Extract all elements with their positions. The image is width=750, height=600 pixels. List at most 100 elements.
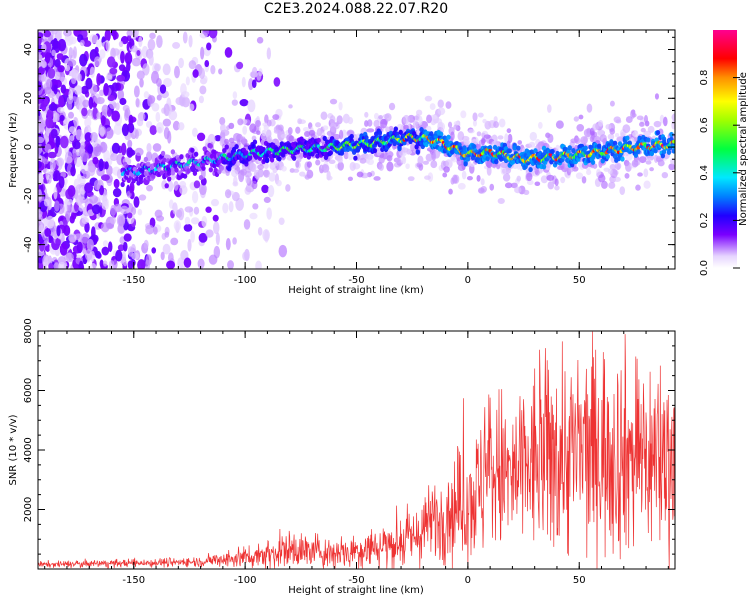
spectrogram-noise-cell [208,30,218,39]
spectrogram-noise-cell [146,120,153,129]
snr-panel: -150 -100 -50 0 50 2000 4000 6000 8000 Height o… [8,318,676,596]
spectrogram-noise-cell [235,198,244,211]
spectrogram-halo-cell [343,151,349,160]
spectrogram-ridge-cell [671,143,675,150]
spectrogram-halo-cell [586,169,592,176]
colorbar-tick-label: 0.8 [699,70,710,86]
snr-x-tick-label: -150 [122,575,145,586]
spectrogram-halo-cell [378,115,384,120]
spectrogram-halo-cell [646,155,655,161]
spectrogram-halo-cell [384,113,392,122]
spectrogram-noise-cell [241,76,246,88]
snr-y-tick-label: 2000 [23,497,34,522]
spectrogram-noise-cell [173,180,179,191]
spectrogram-noise-cell [92,156,99,165]
spectrogram-noise-cell [168,110,178,121]
spectrogram-noise-cell [255,260,262,269]
spectrogram-noise-cell [181,91,190,98]
spectrogram-noise-cell [248,78,254,91]
colorbar-tick-label: 0.6 [699,117,710,133]
spectrogram-noise-cell [138,194,147,201]
spectrogram-noise-cell [214,134,222,142]
spectrogram-ridge-cell [328,150,334,156]
spectrogram-halo-cell [297,156,302,163]
spectrogram-noise-cell [162,63,171,76]
spectrogram-noise-cell [143,91,150,99]
spectrogram-ridge-cell [625,135,630,141]
spectrogram-ridge-cell [186,168,191,174]
spectrogram-halo-cell [228,137,235,144]
spectrogram-noise-cell [57,38,67,52]
spectrogram-ridge-cell [291,155,297,161]
spectrogram-halo-cell [447,121,453,128]
spectrogram-noise-cell [111,82,119,92]
spectrogram-noise-cell [200,46,205,60]
spectrogram-halo-cell [337,161,344,171]
spectrogram-noise-cell [183,223,193,232]
spectrogram-halo-cell [280,133,288,139]
spectrogram-noise-cell [43,198,50,207]
spectrogram-halo-cell [321,164,330,173]
spectrogram-noise-cell [102,240,109,248]
spectrogram-halo-cell [461,170,467,180]
spectrogram-noise-cell [187,238,192,252]
spectrogram-halo-cell [273,160,279,166]
spectrogram-noise-cell [256,72,262,81]
spectrogram-halo-cell [624,151,633,161]
spectrogram-noise-cell [116,74,126,82]
spectrogram-ridge-cell [264,157,270,164]
spectrogram-halo-cell [407,176,415,182]
spectrogram-noise-cell [196,132,206,142]
spectrogram-noise-cell [64,64,71,72]
spectrogram-noise-cell [59,114,65,122]
spectrogram-halo-cell [601,180,608,189]
spectrogram-halo-cell [263,124,269,131]
spectrogram-halo-cell [425,153,433,162]
spectrogram-noise-cell [84,249,93,261]
spectrogram-halo-cell [580,136,588,144]
spectrogram-halo-cell [263,169,270,178]
spectrogram-ridge-cell [217,169,222,175]
spectrogram-ridge-cell [198,174,204,181]
spectrogram-ridge-cell [600,158,606,164]
spectrogram-noise-cell [39,121,45,134]
spectrogram-noise-cell [128,114,134,126]
spectrogram-noise-cell [155,111,161,123]
spectrogram-x-axis-label: Height of straight line (km) [288,285,424,296]
spectrogram-halo-cell [388,102,396,111]
spectrogram-noise-cell [108,241,113,253]
spectrogram-noise-cell [190,230,195,243]
spectrogram-noise-cell [87,165,96,177]
spectrogram-noise-cell [231,99,238,106]
spectrogram-noise-cell [58,176,65,189]
spectrogram-noise-cell [154,209,163,219]
spectrogram-noise-cell [43,97,49,106]
spectrogram-ridge-cell [487,144,493,151]
spectrogram-noise-cell [86,238,94,252]
spectrogram-halo-cell [422,160,429,165]
spectrogram-halo-cell [538,121,543,129]
spectrogram-noise-cell [120,142,127,156]
spectrogram-noise-cell [113,123,123,135]
snr-y-ticks: 2000 4000 6000 8000 [23,318,675,570]
spectrogram-ridge-cell [605,154,610,160]
spectrogram-noise-cell [47,151,57,159]
spectrogram-halo-cell [592,123,599,131]
colorbar: 0.0 0.2 0.4 0.6 0.8 Normalized spectral ampl… [699,30,749,276]
spectrogram-noise-cell [103,260,108,267]
spectrogram-noise-cell [155,122,164,134]
spectrogram-noise-cell [100,222,110,233]
spectrogram-noise-cell [72,141,81,150]
spectrogram-ridge-cell [660,153,666,159]
spectrogram-noise-cell [99,126,105,137]
spectrogram-noise-cell [109,67,118,75]
spectrogram-halo-cell [469,162,476,167]
spectrogram-ridge-cell [138,178,144,185]
spectrogram-ridge-cell [190,147,195,153]
spectrogram-noise-cell [118,215,124,227]
spectrogram-noise-cell [185,76,190,86]
spectrogram-noise-cell [136,70,145,80]
spectrogram-halo-cell [460,110,467,119]
spectrogram-noise-cell [231,191,240,202]
